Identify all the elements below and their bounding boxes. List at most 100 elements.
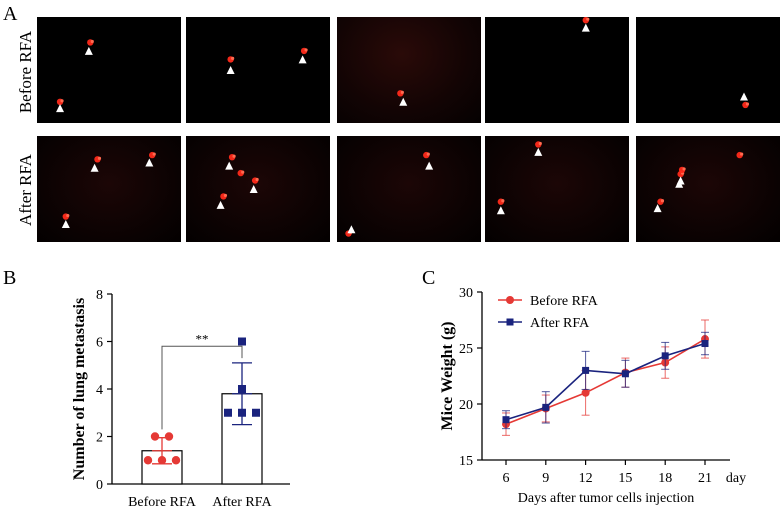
arrowhead-icon [347,225,356,234]
metastasis-spot [223,193,228,198]
after-rfa-image-3 [337,136,481,242]
y-tick-label: 30 [459,286,473,301]
metastasis-spot [400,90,404,94]
metastasis-spot [501,199,505,203]
legend-label: After RFA [530,316,590,331]
data-point [164,432,174,441]
data-point [238,408,246,417]
x-tick-label: 9 [542,471,549,486]
data-point [542,403,550,411]
x-tick-label: 15 [618,471,632,486]
arrowhead-icon [225,161,234,170]
y-tick-label: 15 [459,454,473,469]
after-rfa-image-1 [37,136,181,242]
arrowhead-icon [581,23,590,32]
x-tick-label: 18 [658,471,672,486]
before-rfa-image-1 [37,17,181,123]
panel-a-label: A [3,3,18,25]
arrowhead-icon [145,158,154,167]
data-point [252,408,260,417]
y-tick-label: 4 [96,383,103,398]
metastasis-spot [241,170,245,174]
panel-c-label: C [422,267,436,289]
y-tick-label: 0 [96,478,103,493]
before-rfa-image-2 [186,17,330,123]
legend-marker [506,296,514,304]
metastasis-spot [97,156,102,160]
data-point [701,340,709,348]
metastasis-spot [538,141,542,146]
metastasis-spot [304,48,308,52]
metastasis-spot [255,177,259,182]
arrowhead-icon [425,161,434,170]
data-point [621,370,629,378]
y-tick-label: 6 [96,336,103,351]
data-point [582,366,590,374]
arrowhead-icon [56,104,65,113]
metastasis-spot [682,167,686,171]
before-rfa-image-5 [636,17,780,123]
row-label-before-rfa: Before RFA [16,30,35,114]
arrowhead-icon [249,185,258,193]
arrowhead-icon [676,176,685,185]
data-point [171,456,181,465]
arrowhead-icon [216,200,225,209]
arrowhead-icon [653,204,662,213]
metastasis-spot [60,99,64,103]
data-point [502,416,510,424]
legend-label: Before RFA [530,294,599,309]
before-rfa-image-3 [337,17,481,123]
data-point [581,388,590,397]
arrowhead-icon [226,66,235,74]
panel-b-label: B [3,267,17,289]
before-rfa-image-4 [485,17,629,123]
data-point [224,408,232,417]
data-point [238,385,246,393]
series-line [505,338,706,425]
y-tick-label: 20 [459,398,473,413]
y-tick-label: 2 [96,431,103,446]
chart-c-mice-weight: 15 20 25 30 6 9 12 15 18 21 day Mice Weight (g) Days… [439,286,746,506]
y-axis-label: Mice Weight (g) [439,321,456,430]
series-line [505,342,706,421]
x-tick-label: After RFA [212,495,272,510]
metastasis-spot [152,152,156,156]
y-axis-label: Number of lung metastasis [71,298,88,480]
x-axis-label: Days after tumor cells injection [518,491,695,506]
data-point [238,337,246,346]
metastasis-spot [740,152,744,156]
arrowhead-icon [399,97,408,106]
row-label-after-rfa: After RFA [16,154,35,226]
arrowhead-icon [61,219,70,228]
metastasis-spot [660,199,665,203]
metastasis-spot [90,39,94,44]
y-tick-label: 8 [96,288,103,303]
metastasis-spot [231,56,235,61]
x-tick-label: Before RFA [128,495,197,510]
y-tick-label: 25 [459,342,473,357]
after-rfa-image-4 [485,136,629,242]
arrowhead-icon [298,55,307,64]
arrowhead-icon [84,46,93,55]
chart-b-lung-metastasis: 0 2 4 6 8 Number of lung metastasis Before RFA… [71,288,290,510]
metastasis-spot [586,17,590,21]
data-point [150,432,160,441]
x-unit-label: day [726,471,746,486]
data-point [661,352,669,360]
metastasis-spot [426,152,430,156]
arrowhead-icon [534,147,543,156]
data-point [143,456,153,465]
x-tick-label: 21 [698,471,712,486]
metastasis-spot [232,154,236,158]
legend-marker [506,318,514,326]
metastasis-spot [745,102,750,106]
x-tick-label: 6 [503,471,510,486]
after-rfa-image-2 [186,136,330,242]
significance-bracket [161,345,243,430]
arrowhead-icon [90,163,99,172]
x-tick-label: 12 [579,471,593,486]
arrowhead-icon [496,206,505,215]
arrowhead-icon [740,92,748,101]
significance-label: ** [196,331,209,346]
after-rfa-image-5 [636,136,780,242]
